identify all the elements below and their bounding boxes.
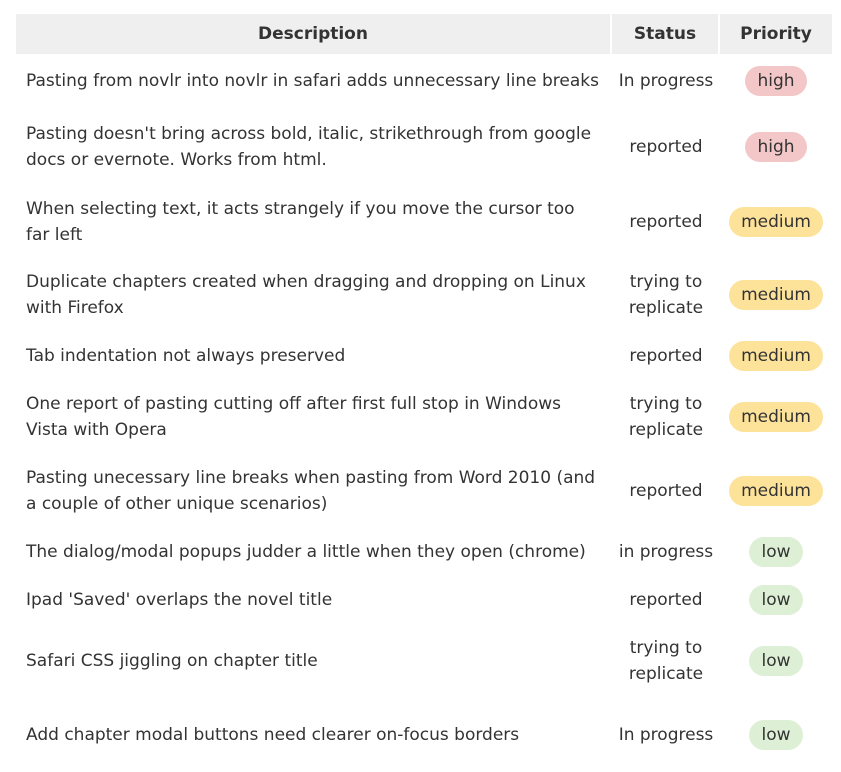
- issue-priority-cell: low: [720, 576, 832, 624]
- issue-priority-cell: medium: [720, 186, 832, 258]
- issue-priority-cell: medium: [720, 258, 832, 332]
- issue-description: Ipad 'Saved' overlaps the novel title: [26, 590, 333, 610]
- issue-status: trying to replicate: [628, 638, 704, 684]
- priority-badge: medium: [729, 207, 823, 237]
- issue-status: reported: [629, 481, 703, 501]
- table-row: Pasting unecessary line breaks when past…: [16, 454, 832, 528]
- table-row: Add chapter modal buttons need clearer o…: [16, 698, 832, 772]
- issue-status: reported: [629, 590, 703, 610]
- table-row: Safari CSS jiggling on chapter title tryi…: [16, 624, 832, 698]
- table-row: The dialog/modal popups judder a little …: [16, 528, 832, 576]
- issue-priority-cell: medium: [720, 380, 832, 454]
- issue-status: reported: [629, 137, 703, 157]
- table-row: Ipad 'Saved' overlaps the novel title rep…: [16, 576, 832, 624]
- priority-badge: medium: [729, 341, 823, 371]
- column-header-description: Description: [16, 14, 612, 54]
- priority-badge: medium: [729, 280, 823, 310]
- issue-status: In progress: [618, 725, 714, 745]
- table-row: Duplicate chapters created when dragging…: [16, 258, 832, 332]
- priority-badge: high: [745, 132, 807, 162]
- priority-badge: low: [749, 585, 803, 615]
- issue-description: Pasting unecessary line breaks when past…: [26, 468, 596, 514]
- table-row: Tab indentation not always preserved repo…: [16, 332, 832, 380]
- table-row: One report of pasting cutting off after …: [16, 380, 832, 454]
- issue-priority-cell: low: [720, 624, 832, 698]
- issue-priority-cell: high: [720, 108, 832, 186]
- table-header-row: Description Status Priority: [16, 14, 832, 54]
- issue-status: In progress: [618, 71, 714, 91]
- issue-priority-cell: low: [720, 528, 832, 576]
- issue-status: reported: [629, 346, 703, 366]
- issue-description: When selecting text, it acts strangely i…: [26, 199, 575, 245]
- issue-priority-cell: low: [720, 698, 832, 772]
- column-header-status: Status: [612, 14, 720, 54]
- table-row: When selecting text, it acts strangely i…: [16, 186, 832, 258]
- issue-status: trying to replicate: [628, 272, 704, 318]
- issue-description: One report of pasting cutting off after …: [26, 394, 561, 440]
- issues-table: Description Status Priority Pasting from…: [16, 14, 832, 772]
- issues-table-container: Description Status Priority Pasting from…: [16, 14, 832, 772]
- table-row: Pasting doesn't bring across bold, itali…: [16, 108, 832, 186]
- issue-priority-cell: medium: [720, 454, 832, 528]
- table-row: Pasting from novlr into novlr in safari …: [16, 54, 832, 108]
- issue-description: Add chapter modal buttons need clearer o…: [26, 725, 520, 745]
- priority-badge: medium: [729, 402, 823, 432]
- issue-description: Safari CSS jiggling on chapter title: [26, 651, 318, 671]
- priority-badge: medium: [729, 476, 823, 506]
- issue-status: trying to replicate: [628, 394, 704, 440]
- issue-description: Pasting from novlr into novlr in safari …: [26, 71, 599, 91]
- priority-badge: high: [745, 66, 807, 96]
- issue-priority-cell: medium: [720, 332, 832, 380]
- issue-description: The dialog/modal popups judder a little …: [26, 542, 586, 562]
- issue-status: reported: [629, 212, 703, 232]
- issue-priority-cell: high: [720, 54, 832, 108]
- priority-badge: low: [749, 720, 803, 750]
- issue-description: Pasting doesn't bring across bold, itali…: [26, 124, 592, 170]
- issue-description: Duplicate chapters created when dragging…: [26, 272, 586, 318]
- priority-badge: low: [749, 537, 803, 567]
- column-header-priority: Priority: [720, 14, 832, 54]
- issue-description: Tab indentation not always preserved: [26, 346, 346, 366]
- issue-status: in progress: [618, 542, 714, 562]
- priority-badge: low: [749, 646, 803, 676]
